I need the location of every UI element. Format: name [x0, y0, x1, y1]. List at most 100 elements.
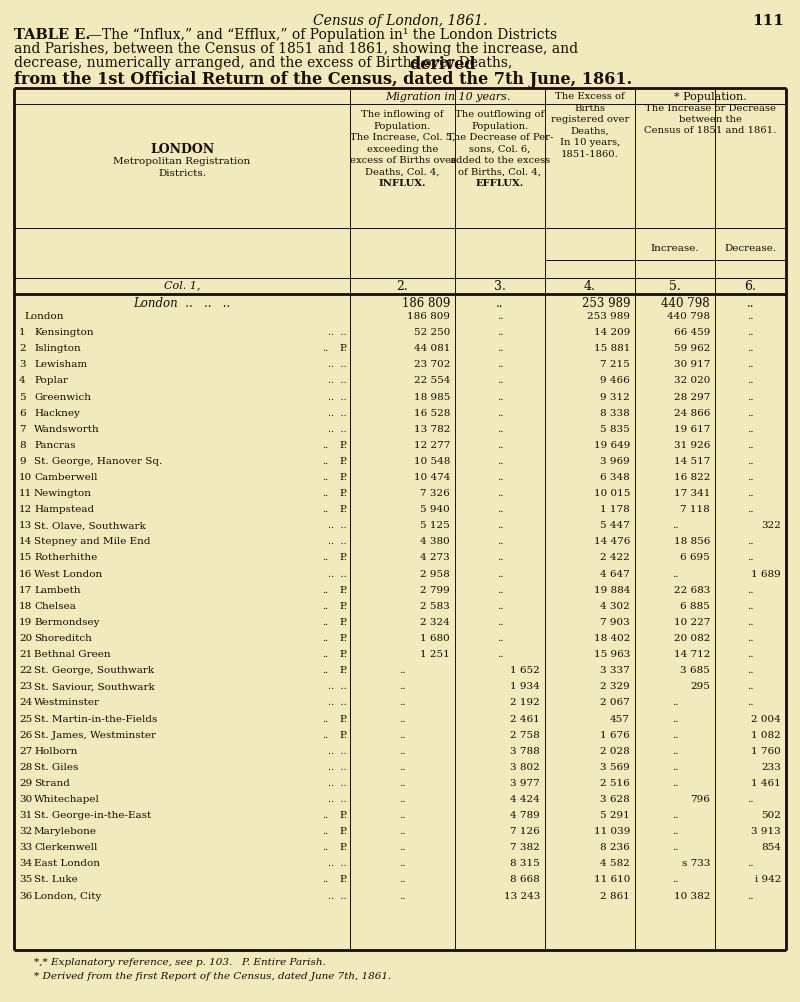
- Text: Poplar: Poplar: [34, 377, 68, 386]
- Text: 854: 854: [761, 844, 781, 853]
- Text: Deaths, Col. 4,: Deaths, Col. 4,: [365, 167, 440, 176]
- Text: 22 554: 22 554: [414, 377, 450, 386]
- Text: 440 798: 440 798: [667, 312, 710, 321]
- Text: 32: 32: [19, 828, 32, 837]
- Text: ..: ..: [399, 892, 406, 901]
- Text: ..: ..: [747, 860, 754, 869]
- Text: ..: ..: [399, 779, 406, 788]
- Text: 18 402: 18 402: [594, 634, 630, 643]
- Text: 6.: 6.: [745, 280, 757, 293]
- Text: ..: ..: [747, 312, 754, 321]
- Text: 16 528: 16 528: [414, 409, 450, 418]
- Text: ..: ..: [322, 602, 328, 611]
- Text: ..: ..: [322, 505, 328, 514]
- Text: ..: ..: [322, 457, 328, 466]
- Text: ..  ..: .. ..: [328, 682, 347, 691]
- Text: 13 782: 13 782: [414, 425, 450, 434]
- Text: P.: P.: [339, 457, 347, 466]
- Text: Shoreditch: Shoreditch: [34, 634, 92, 643]
- Text: 1 760: 1 760: [751, 746, 781, 756]
- Text: 7 215: 7 215: [600, 361, 630, 370]
- Text: 16: 16: [19, 569, 32, 578]
- Text: 32 020: 32 020: [674, 377, 710, 386]
- Text: St. Olave, Southwark: St. Olave, Southwark: [34, 521, 146, 530]
- Text: ..: ..: [747, 650, 754, 659]
- Text: St. Martin-in-the-Fields: St. Martin-in-the-Fields: [34, 714, 158, 723]
- Text: 2 192: 2 192: [510, 698, 540, 707]
- Text: 10 227: 10 227: [674, 618, 710, 627]
- Text: 5: 5: [19, 393, 26, 402]
- Text: i 942: i 942: [754, 876, 781, 885]
- Text: 4 582: 4 582: [600, 860, 630, 869]
- Text: ..: ..: [672, 779, 678, 788]
- Text: Bethnal Green: Bethnal Green: [34, 650, 110, 659]
- Text: ..: ..: [672, 811, 678, 820]
- Text: ..: ..: [399, 730, 406, 739]
- Text: ..: ..: [399, 828, 406, 837]
- Text: St. Giles: St. Giles: [34, 763, 78, 772]
- Text: Metropolitan Registration: Metropolitan Registration: [114, 157, 250, 166]
- Text: Deaths,: Deaths,: [570, 126, 610, 135]
- Text: ..  ..: .. ..: [328, 328, 347, 337]
- Text: and Parishes, between the Census of 1851 and 1861, showing the increase, and: and Parishes, between the Census of 1851…: [14, 42, 578, 56]
- Text: ..: ..: [747, 682, 754, 691]
- Text: 66 459: 66 459: [674, 328, 710, 337]
- Text: 18 856: 18 856: [674, 537, 710, 546]
- Text: P.: P.: [339, 876, 347, 885]
- Text: P.: P.: [339, 666, 347, 675]
- Text: ..: ..: [322, 473, 328, 482]
- Text: ..: ..: [747, 441, 754, 450]
- Text: Strand: Strand: [34, 779, 70, 788]
- Text: Rotherhithe: Rotherhithe: [34, 553, 98, 562]
- Text: 2: 2: [19, 345, 26, 353]
- Text: 2 861: 2 861: [600, 892, 630, 901]
- Text: 6 885: 6 885: [680, 602, 710, 611]
- Text: P.: P.: [339, 730, 347, 739]
- Text: —The “Influx,” and “Efflux,” of Population in¹ the London Districts: —The “Influx,” and “Efflux,” of Populati…: [88, 28, 557, 42]
- Text: 457: 457: [610, 714, 630, 723]
- Text: 35: 35: [19, 876, 32, 885]
- Text: *,* Explanatory reference, see p. 103.   P. Entire Parish.: *,* Explanatory reference, see p. 103. P…: [34, 958, 326, 967]
- Text: The Increase or Decrease: The Increase or Decrease: [645, 104, 776, 113]
- Text: ..: ..: [747, 393, 754, 402]
- Text: ..: ..: [497, 521, 503, 530]
- Text: 5 125: 5 125: [420, 521, 450, 530]
- Text: Births: Births: [574, 103, 606, 112]
- Text: registered over: registered over: [551, 115, 629, 124]
- Text: 1 461: 1 461: [751, 779, 781, 788]
- Text: ..: ..: [322, 714, 328, 723]
- Text: exceeding the: exceeding the: [367, 144, 438, 153]
- Text: ..: ..: [747, 618, 754, 627]
- Text: Holborn: Holborn: [34, 746, 78, 756]
- Text: P.: P.: [339, 634, 347, 643]
- Text: ..: ..: [747, 328, 754, 337]
- Text: ..: ..: [747, 553, 754, 562]
- Text: 34: 34: [19, 860, 32, 869]
- Text: 1 676: 1 676: [600, 730, 630, 739]
- Text: 36: 36: [19, 892, 32, 901]
- Text: London, City: London, City: [34, 892, 102, 901]
- Text: ..: ..: [747, 666, 754, 675]
- Text: 2 329: 2 329: [600, 682, 630, 691]
- Text: 253 989: 253 989: [587, 312, 630, 321]
- Text: 11 039: 11 039: [594, 828, 630, 837]
- Text: 5.: 5.: [669, 280, 681, 293]
- Text: ..: ..: [399, 714, 406, 723]
- Text: 5 835: 5 835: [600, 425, 630, 434]
- Text: West London: West London: [34, 569, 102, 578]
- Text: 11 610: 11 610: [594, 876, 630, 885]
- Text: 31 926: 31 926: [674, 441, 710, 450]
- Text: Census of London, 1861.: Census of London, 1861.: [313, 14, 487, 28]
- Text: ..: ..: [497, 409, 503, 418]
- Text: 29: 29: [19, 779, 32, 788]
- Text: 15 881: 15 881: [594, 345, 630, 353]
- Text: 18: 18: [19, 602, 32, 611]
- Text: Clerkenwell: Clerkenwell: [34, 844, 98, 853]
- Text: 8 236: 8 236: [600, 844, 630, 853]
- Text: ..: ..: [672, 714, 678, 723]
- Text: INFLUX.: INFLUX.: [378, 179, 426, 188]
- Text: ..: ..: [399, 844, 406, 853]
- Text: 52 250: 52 250: [414, 328, 450, 337]
- Text: 16 822: 16 822: [674, 473, 710, 482]
- Text: ..: ..: [399, 876, 406, 885]
